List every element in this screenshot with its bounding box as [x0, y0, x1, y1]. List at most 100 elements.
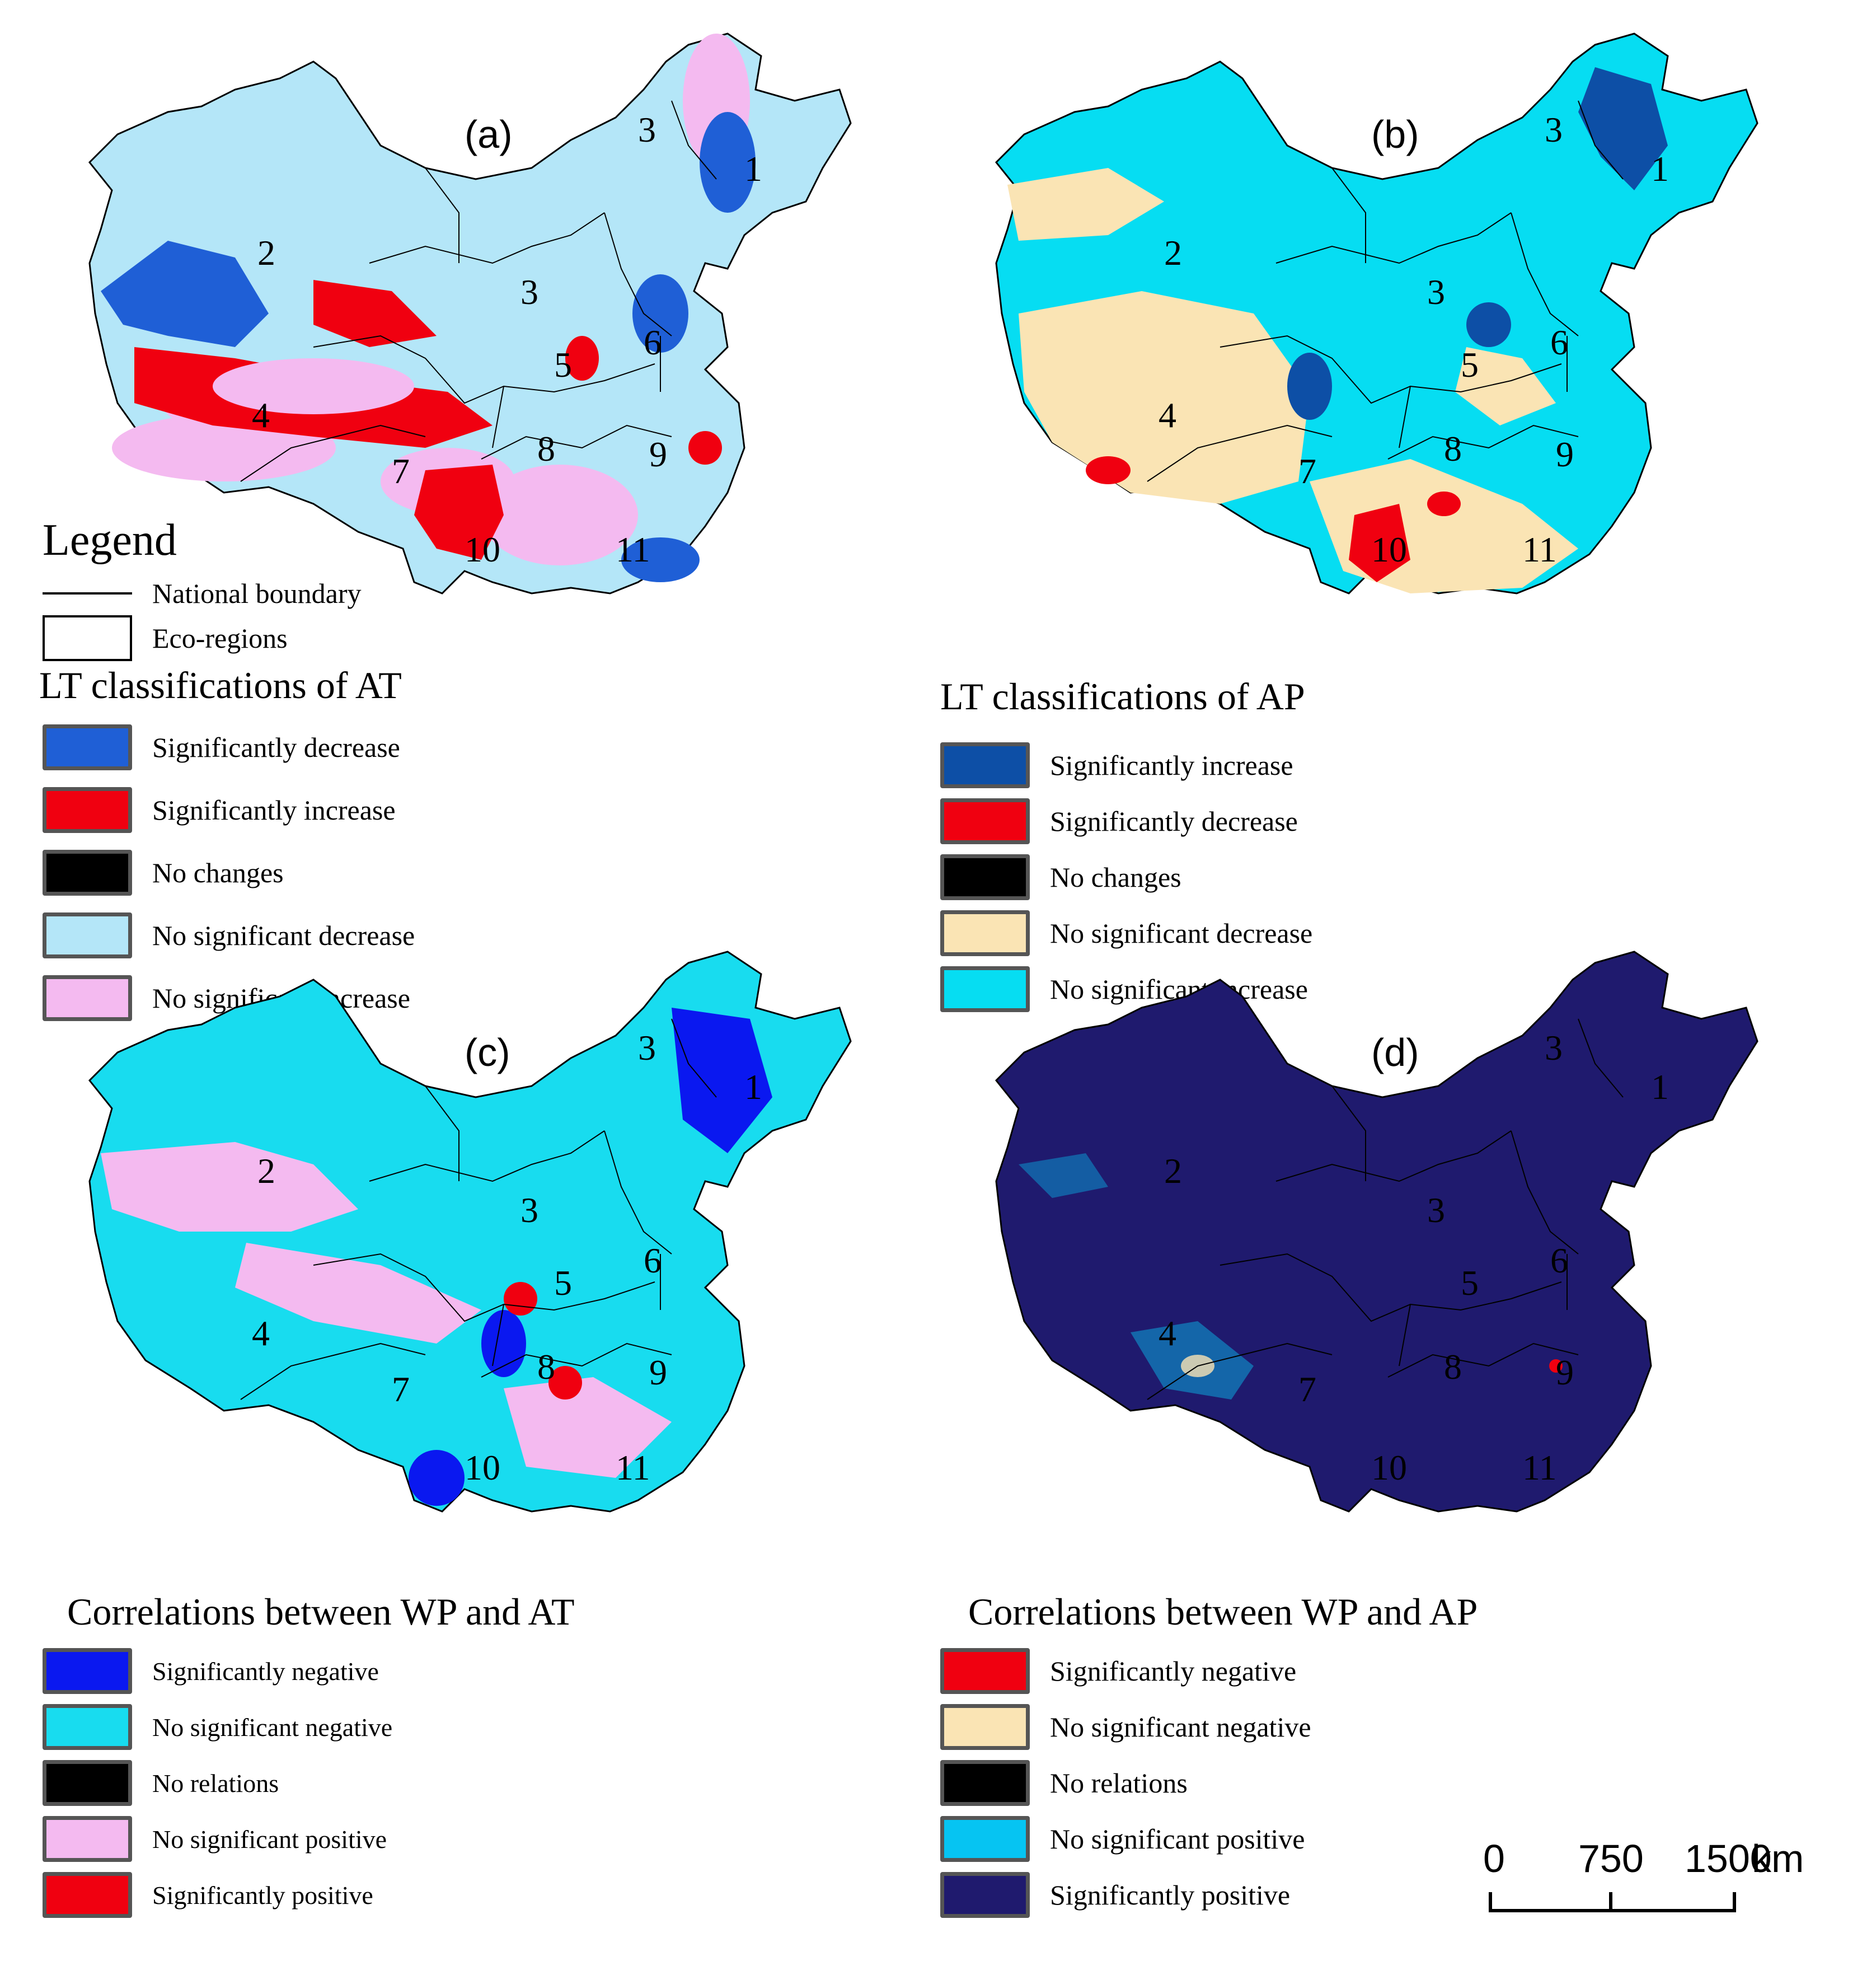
legend-swatch	[43, 1760, 132, 1806]
legend-item: No changes	[940, 852, 1181, 902]
legend-swatch	[940, 742, 1030, 788]
region-number: 7	[1298, 451, 1316, 491]
region-number: 7	[392, 1369, 410, 1409]
region-number: 4	[252, 1313, 270, 1353]
region-number: 7	[392, 451, 410, 491]
region-number: 1	[744, 149, 762, 189]
region-number: 4	[1159, 395, 1176, 435]
china-map-ap-trend	[995, 32, 1758, 595]
region-number: 10	[1371, 1448, 1407, 1487]
region-number: 8	[537, 1347, 555, 1387]
legend-label: Significantly increase	[152, 794, 396, 826]
region-number: 9	[649, 434, 667, 474]
legend-item: No significant positive	[43, 1814, 387, 1864]
legend-swatch	[940, 1760, 1030, 1806]
legend-label: National boundary	[152, 578, 362, 609]
region-number: 1	[744, 1067, 762, 1107]
legend-label: Significantly negative	[152, 1656, 379, 1686]
legend-label: Significantly positive	[1050, 1879, 1291, 1911]
legend-label: Significantly increase	[1050, 750, 1293, 781]
legend-swatch	[43, 1872, 132, 1918]
legend-label: No significant negative	[1050, 1711, 1311, 1743]
legend-item: No significant negative	[43, 1702, 392, 1752]
legend-eco-regions: Eco-regions	[43, 613, 288, 663]
legend-label: Eco-regions	[152, 623, 288, 654]
legend-label: No relations	[1050, 1767, 1188, 1799]
national-boundary-line	[43, 592, 132, 595]
legend-label: No changes	[152, 857, 284, 888]
legend-label: No changes	[1050, 862, 1181, 893]
legend-title-c: Correlations between WP and AT	[67, 1590, 575, 1633]
region-number: 8	[537, 429, 555, 469]
legend-swatch	[43, 975, 132, 1021]
legend-swatch	[43, 1816, 132, 1862]
region-number: 6	[1550, 1241, 1568, 1280]
legend-swatch	[940, 1704, 1030, 1750]
legend-national-boundary: National boundary	[43, 568, 362, 619]
region-number: 3	[1545, 110, 1563, 149]
legend-item: Significantly negative	[43, 1646, 379, 1696]
region-number: 5	[1461, 345, 1479, 385]
region-number: 9	[1556, 434, 1574, 474]
legend-swatch	[43, 912, 132, 958]
region-number: 8	[1444, 429, 1462, 469]
scale-bar: 0 750 1500 km	[1483, 1836, 1804, 1915]
region-number: 11	[616, 1448, 650, 1487]
legend-item: Significantly decrease	[940, 796, 1298, 846]
region-number: 6	[1550, 322, 1568, 362]
panel-label: (b)	[1371, 113, 1419, 156]
legend-label: Significantly negative	[1050, 1655, 1297, 1687]
region-number: 2	[1164, 1151, 1182, 1191]
legend-label: Significantly positive	[152, 1880, 373, 1910]
legend-label: No significant positive	[1050, 1823, 1305, 1855]
legend-swatch	[940, 910, 1030, 956]
region-number: 1	[1651, 1067, 1669, 1107]
map-panel-d: (d) 1 2 3 3 4 5 6 7 8 9 10 11	[907, 918, 1858, 1562]
panel-label: (d)	[1371, 1031, 1419, 1074]
china-map-wp-ap-correlation	[995, 951, 1758, 1513]
region-number: 11	[1522, 1448, 1557, 1487]
region-number: 2	[1164, 233, 1182, 273]
legend-swatch	[43, 850, 132, 896]
legend-item: Significantly increase	[940, 740, 1293, 790]
region-number: 3	[1427, 272, 1445, 312]
legend-item: No relations	[940, 1758, 1188, 1808]
region-number: 7	[1298, 1369, 1316, 1409]
region-number: 11	[1522, 530, 1557, 569]
legend-title-b: LT classifications of AP	[940, 675, 1305, 718]
legend-item: Significantly decrease	[43, 722, 400, 773]
legend-swatch	[43, 1648, 132, 1694]
legend-swatch	[940, 1816, 1030, 1862]
region-number: 9	[1556, 1352, 1574, 1392]
scale-tick	[1733, 1892, 1736, 1912]
scale-unit: km	[1752, 1837, 1804, 1880]
legend-item: Significantly positive	[43, 1870, 373, 1920]
region-number: 11	[616, 530, 650, 569]
panel-label: (a)	[465, 113, 513, 156]
region-number: 3	[638, 1028, 656, 1068]
region-number: 10	[1371, 530, 1407, 569]
eco-region-box	[43, 615, 132, 661]
region-number: 10	[465, 530, 500, 569]
region-number: 2	[257, 1151, 275, 1191]
legend-item: No significant decrease	[940, 908, 1312, 958]
region-number: 6	[644, 1241, 662, 1280]
region-number: 3	[1545, 1028, 1563, 1068]
region-number: 4	[1159, 1313, 1176, 1353]
legend-swatch	[940, 798, 1030, 844]
region-number: 3	[520, 1190, 538, 1230]
map-panel-a: (a) 1 2 3 3 4 5 6 7 8 9 10 11	[0, 0, 895, 644]
legend-title-a: LT classifications of AT	[39, 664, 402, 706]
region-number: 5	[1461, 1263, 1479, 1303]
region-number: 1	[1651, 149, 1669, 189]
legend-label: No significant negative	[152, 1712, 393, 1742]
region-number: 10	[465, 1448, 500, 1487]
legend-item: No significant decrease	[43, 910, 415, 961]
legend-label: No significant positive	[152, 1824, 387, 1854]
legend-item: Significantly increase	[43, 785, 396, 835]
map-panel-b: (b) 1 2 3 3 4 5 6 7 8 9 10 11	[907, 0, 1858, 644]
legend-item: Significantly positive	[940, 1870, 1290, 1920]
legend-item: Significantly negative	[940, 1646, 1296, 1696]
legend-swatch	[43, 1704, 132, 1750]
legend-title-d: Correlations between WP and AP	[968, 1590, 1478, 1633]
